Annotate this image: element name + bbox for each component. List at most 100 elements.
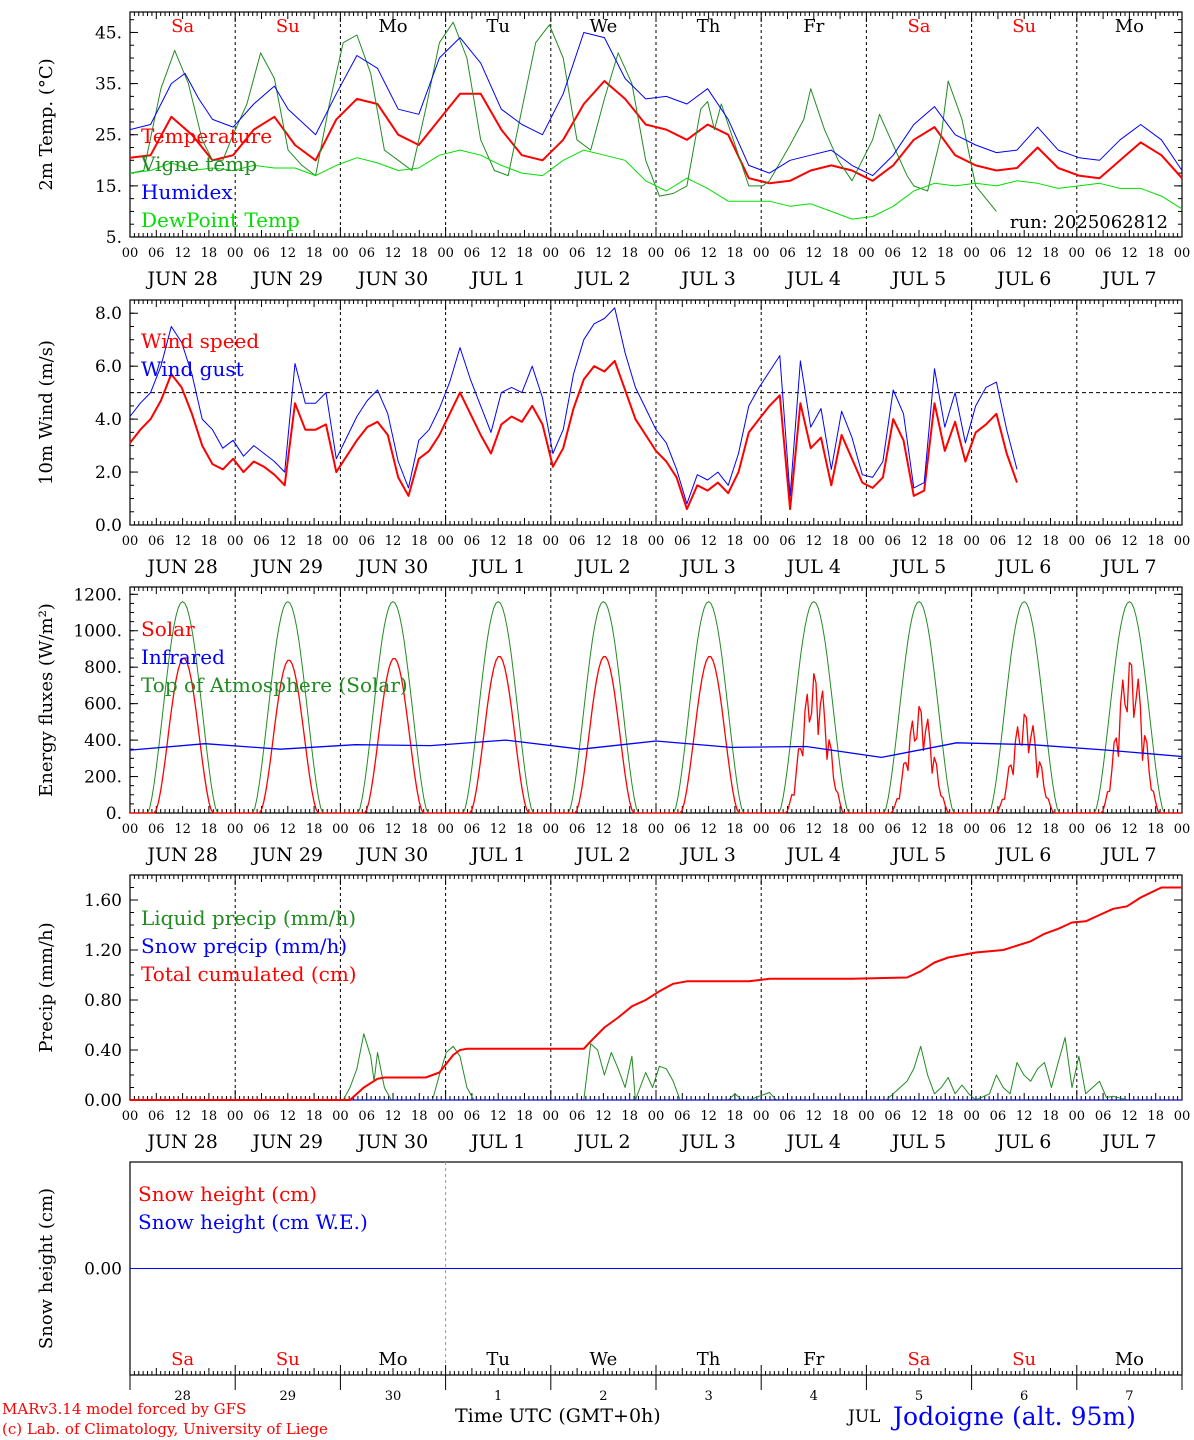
hour-tick-label: 18 xyxy=(832,822,849,837)
hour-tick-label: 12 xyxy=(1016,822,1033,837)
date-label: JUL 1 xyxy=(469,268,525,290)
hour-tick-label: 00 xyxy=(1069,534,1086,549)
hour-tick-label: 00 xyxy=(858,1109,875,1124)
weekday-label: Sa xyxy=(907,16,930,37)
hour-tick-label: 18 xyxy=(1042,1109,1059,1124)
y-tick-label: 200. xyxy=(84,768,122,788)
day-number-label: 4 xyxy=(810,1389,818,1404)
hour-tick-label: 18 xyxy=(201,822,218,837)
hour-tick-label: 18 xyxy=(201,246,218,261)
date-label: JUL 2 xyxy=(574,556,630,578)
hour-tick-label: 12 xyxy=(911,246,928,261)
series-line-solar xyxy=(130,656,1182,814)
y-tick-label: 600. xyxy=(84,695,122,715)
hour-tick-label: 06 xyxy=(779,534,796,549)
legend-entry: Snow height (cm) xyxy=(138,1182,317,1206)
hour-tick-label: 00 xyxy=(858,534,875,549)
hour-tick-label: 00 xyxy=(1174,534,1191,549)
hour-tick-label: 12 xyxy=(1121,822,1138,837)
legend-entry: Wind gust xyxy=(141,357,244,381)
hour-tick-label: 00 xyxy=(963,822,980,837)
hour-tick-label: 06 xyxy=(1095,1109,1112,1124)
hour-tick-label: 12 xyxy=(280,534,297,549)
hour-tick-label: 06 xyxy=(990,1109,1007,1124)
y-tick-label: 0. xyxy=(106,804,122,824)
date-label: JUL 2 xyxy=(574,1131,630,1153)
hour-tick-label: 12 xyxy=(595,1109,612,1124)
hour-tick-label: 06 xyxy=(464,246,481,261)
y-tick-label: 4.0 xyxy=(95,410,122,430)
weekday-label: Sa xyxy=(171,1349,194,1370)
hour-tick-label: 06 xyxy=(779,246,796,261)
weekday-label: Su xyxy=(276,1349,300,1370)
hour-tick-label: 00 xyxy=(963,1109,980,1124)
date-label: JUL 6 xyxy=(995,556,1051,578)
hour-tick-label: 00 xyxy=(1174,1109,1191,1124)
hour-tick-label: 12 xyxy=(1121,246,1138,261)
hour-tick-label: 18 xyxy=(937,246,954,261)
panel-frame xyxy=(129,299,1183,526)
y-tick-label: 0.80 xyxy=(84,991,122,1011)
weekday-label: Mo xyxy=(1115,16,1144,37)
hour-tick-label: 06 xyxy=(779,1109,796,1124)
hour-tick-label: 00 xyxy=(227,246,244,261)
hour-tick-label: 00 xyxy=(437,534,454,549)
hour-tick-label: 06 xyxy=(148,534,165,549)
series-line-vigne-temp xyxy=(129,21,997,212)
hour-tick-label: 00 xyxy=(543,534,560,549)
series-line-total-cumulated-cm- xyxy=(130,886,1182,1101)
hour-tick-label: 18 xyxy=(621,1109,638,1124)
y-tick-label: 6.0 xyxy=(95,357,122,377)
legend-entry: Wind speed xyxy=(141,329,259,353)
hour-tick-label: 12 xyxy=(1121,534,1138,549)
date-label: JUL 4 xyxy=(785,844,841,866)
hour-tick-label: 12 xyxy=(911,534,928,549)
hour-tick-label: 12 xyxy=(700,1109,717,1124)
y-tick-label: 2.0 xyxy=(95,463,122,483)
hour-tick-label: 18 xyxy=(832,246,849,261)
hour-tick-label: 06 xyxy=(990,246,1007,261)
date-label: JUL 4 xyxy=(785,556,841,578)
panel-frame xyxy=(129,11,1183,238)
date-label: JUL 3 xyxy=(679,844,735,866)
hour-tick-label: 12 xyxy=(174,534,191,549)
hour-tick-label: 12 xyxy=(385,1109,402,1124)
hour-tick-label: 12 xyxy=(280,822,297,837)
hour-tick-label: 06 xyxy=(674,1109,691,1124)
y-tick-label: 1.20 xyxy=(84,941,122,961)
hour-tick-label: 18 xyxy=(306,534,323,549)
hour-tick-label: 00 xyxy=(648,534,665,549)
x-axis-label: Time UTC (GMT+0h) xyxy=(455,1405,661,1427)
date-label: JUL 5 xyxy=(890,268,946,290)
date-label: JUL 7 xyxy=(1100,268,1156,290)
hour-tick-label: 18 xyxy=(306,1109,323,1124)
hour-tick-label: 12 xyxy=(700,822,717,837)
hour-tick-label: 12 xyxy=(385,822,402,837)
hour-tick-label: 06 xyxy=(148,822,165,837)
series-line-wind-gust xyxy=(129,307,1018,505)
hour-tick-label: 00 xyxy=(437,822,454,837)
y-axis-label: Precip (mm/h) xyxy=(36,922,57,1052)
hour-tick-label: 12 xyxy=(490,246,507,261)
hour-tick-label: 12 xyxy=(700,246,717,261)
date-label: JUL 5 xyxy=(890,844,946,866)
date-label: JUL 6 xyxy=(995,268,1051,290)
hour-tick-label: 06 xyxy=(990,534,1007,549)
weekday-label: Th xyxy=(697,1349,721,1370)
weekday-label: Su xyxy=(1012,1349,1036,1370)
hour-tick-label: 00 xyxy=(753,1109,770,1124)
y-tick-label: 0.40 xyxy=(84,1041,122,1061)
date-label: JUL 7 xyxy=(1100,844,1156,866)
date-label: JUL 1 xyxy=(469,556,525,578)
hour-tick-label: 00 xyxy=(963,246,980,261)
day-number-label: 3 xyxy=(704,1389,712,1404)
y-axis-label: Snow height (cm) xyxy=(36,1188,57,1349)
y-tick-label: 0.00 xyxy=(84,1260,122,1280)
hour-tick-label: 00 xyxy=(753,246,770,261)
weekday-label: Sa xyxy=(171,16,194,37)
hour-tick-label: 18 xyxy=(411,1109,428,1124)
hour-tick-label: 00 xyxy=(122,1109,139,1124)
hour-tick-label: 00 xyxy=(858,822,875,837)
series-line-temperature xyxy=(129,80,1183,185)
hour-tick-label: 00 xyxy=(1069,246,1086,261)
